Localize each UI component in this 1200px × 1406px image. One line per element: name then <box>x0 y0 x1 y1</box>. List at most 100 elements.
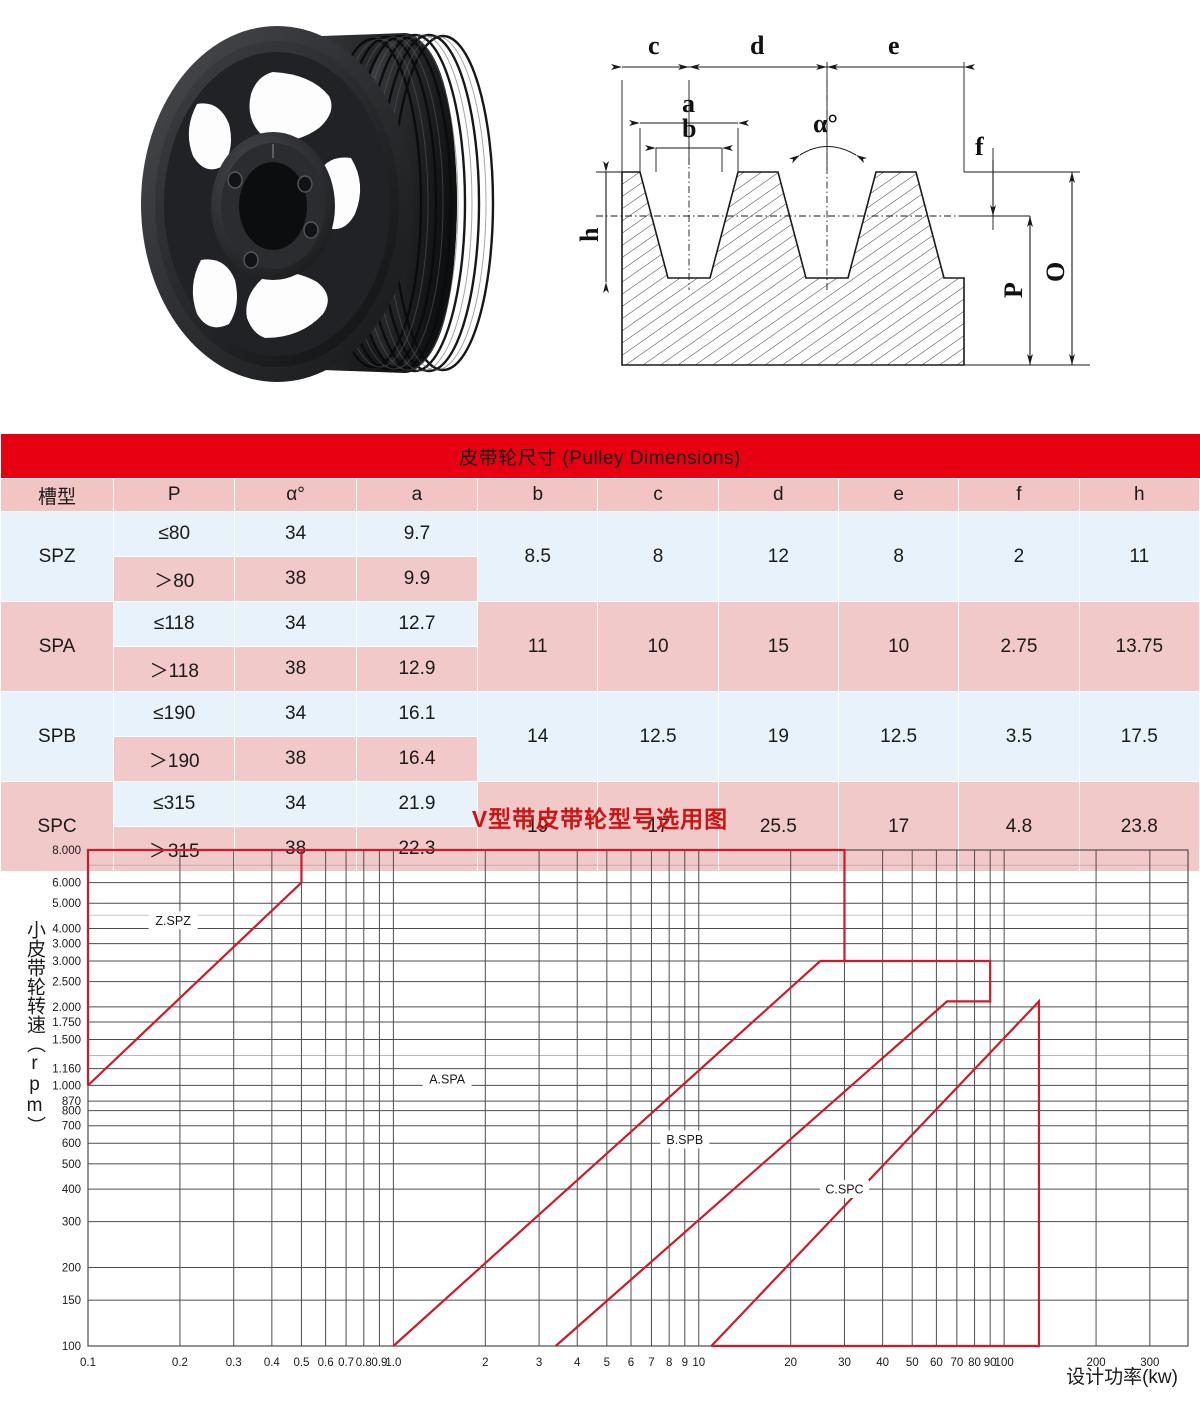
x-tick-label: 2 <box>482 1357 488 1369</box>
cell-alpha: 34 <box>234 691 357 737</box>
cell-b: 19 <box>477 781 599 872</box>
chart-region-boundary-z-spz <box>86 848 303 1087</box>
y-tick-label: 600 <box>62 1138 81 1150</box>
x-tick-label: 90 <box>984 1357 997 1369</box>
header-cell-h: h <box>1078 478 1200 512</box>
chart-region-label: Z.SPZ <box>155 914 191 928</box>
x-tick-label: 40 <box>876 1357 889 1369</box>
cell-f: 2.75 <box>958 601 1080 692</box>
top-illustration-section: c d e a b α° h <box>0 0 1200 420</box>
table-row: SPZ ≤80 34 9.7 8.5 8 12 8 2 11 <box>0 511 1200 602</box>
header-cell-e: e <box>837 478 960 512</box>
diagram-label-alpha: α° <box>813 109 838 138</box>
cell-e: 10 <box>837 601 960 692</box>
cell-b: 8.5 <box>477 511 599 602</box>
diagram-label-a: a <box>682 89 695 118</box>
x-tick-label: 20 <box>784 1357 797 1369</box>
chart-region-label: A.SPA <box>429 1072 466 1086</box>
x-tick-label: 0.2 <box>172 1357 188 1369</box>
cell-e: 12.5 <box>837 691 960 782</box>
y-tick-label: 300 <box>62 1217 81 1229</box>
x-tick-label: 0.1 <box>80 1357 96 1369</box>
y-tick-label: 4.000 <box>52 923 81 935</box>
cell-e: 8 <box>837 511 960 602</box>
chart-y-axis-label: 小皮带轮转速（rpm） <box>24 919 45 1135</box>
y-tick-label: 400 <box>62 1184 81 1196</box>
diagram-label-b: b <box>682 114 696 143</box>
x-tick-label: 3 <box>536 1357 542 1369</box>
cell-h: 17.5 <box>1078 691 1200 782</box>
x-tick-label: 6 <box>628 1357 634 1369</box>
cell-h: 13.75 <box>1078 601 1200 692</box>
header-cell-P: P <box>113 478 236 512</box>
cell-f: 3.5 <box>958 691 1080 782</box>
diagram-label-c: c <box>648 31 660 60</box>
cell-a: 9.9 <box>355 556 479 602</box>
x-tick-label: 1.0 <box>385 1357 401 1369</box>
cell-b: 11 <box>477 601 599 692</box>
x-tick-label: 0.6 <box>318 1357 334 1369</box>
header-cell-b: b <box>477 478 599 512</box>
y-tick-label: 2.000 <box>52 1002 81 1014</box>
cell-alpha: 34 <box>234 511 357 557</box>
pulley-cross-section-diagram: c d e a b α° h <box>560 20 1190 405</box>
cell-d: 19 <box>717 691 839 782</box>
x-tick-label: 9 <box>682 1357 688 1369</box>
x-tick-label: 0.7 <box>338 1357 354 1369</box>
chart-region-label: B.SPB <box>666 1133 703 1147</box>
y-tick-label: 8.000 <box>52 845 81 857</box>
selection-chart: 8.000 6.000 5.000 4.000 3.000 3.000 2.500 2.000… <box>0 838 1200 1398</box>
x-tick-label: 0.5 <box>293 1357 309 1369</box>
table-row: ＞80 38 9.9 <box>1 556 1200 602</box>
y-tick-label: 150 <box>62 1295 81 1307</box>
cell-d: 12 <box>717 511 839 602</box>
header-cell-type: 槽型 <box>0 478 115 512</box>
x-tick-label: 30 <box>838 1357 851 1369</box>
header-cell-a: a <box>355 478 479 512</box>
chart-x-axis-label: 设计功率(kw) <box>1066 1367 1178 1388</box>
cell-h: 23.8 <box>1078 781 1200 872</box>
cell-alpha: 34 <box>234 601 357 647</box>
x-tick-label: 50 <box>906 1357 919 1369</box>
y-tick-label: 700 <box>62 1121 81 1133</box>
pulley-photo <box>105 8 510 398</box>
diagram-label-f: f <box>975 132 984 161</box>
cell-alpha: 38 <box>234 736 357 782</box>
cell-c: 8 <box>597 511 719 602</box>
cell-P: ≤80 <box>113 511 236 557</box>
y-tick-label: 6.000 <box>52 878 81 890</box>
diagram-label-P: P <box>999 282 1028 298</box>
cell-a: 16.1 <box>355 691 479 737</box>
table-header-row: 槽型 P α° a b c d e f h <box>0 478 1200 512</box>
cell-groove-type: SPZ <box>0 511 115 602</box>
y-tick-label: 3.000 <box>52 956 81 968</box>
diagram-label-e: e <box>888 31 900 60</box>
header-cell-d: d <box>717 478 839 512</box>
cell-alpha: 38 <box>234 556 357 602</box>
x-tick-label: 7 <box>648 1357 654 1369</box>
cell-P: ≤315 <box>113 781 236 827</box>
cell-e: 17 <box>837 781 960 872</box>
y-tick-label: 1.500 <box>52 1034 81 1046</box>
cell-groove-type: SPC <box>0 781 115 872</box>
x-tick-label: 60 <box>930 1357 943 1369</box>
cell-a: 12.9 <box>355 646 479 692</box>
x-tick-label: 80 <box>968 1357 981 1369</box>
cell-f: 4.8 <box>958 781 1080 872</box>
table-title: 皮带轮尺寸 (Pulley Dimensions) <box>0 434 1200 479</box>
table-row: ＞118 38 12.9 <box>1 646 1200 692</box>
header-cell-alpha: α° <box>234 478 357 512</box>
diagram-label-d: d <box>750 31 765 60</box>
cell-d: 25.5 <box>717 781 839 872</box>
y-tick-label: 5.000 <box>52 898 81 910</box>
table-row: SPB ≤190 34 16.1 14 12.5 19 12.5 3.5 17.… <box>0 691 1200 782</box>
chart-region-boundary-b-spb <box>554 959 992 1347</box>
cell-P: ＞80 <box>113 556 236 602</box>
y-tick-label: 3.000 <box>52 939 81 951</box>
x-tick-label: 0.8 <box>356 1357 372 1369</box>
x-tick-label: 5 <box>604 1357 610 1369</box>
y-tick-label: 1.750 <box>52 1017 81 1029</box>
x-tick-label: 8 <box>666 1357 672 1369</box>
cell-a: 16.4 <box>355 736 479 782</box>
table-row: SPA ≤118 34 12.7 11 10 15 10 2.75 13.75 <box>0 601 1200 692</box>
